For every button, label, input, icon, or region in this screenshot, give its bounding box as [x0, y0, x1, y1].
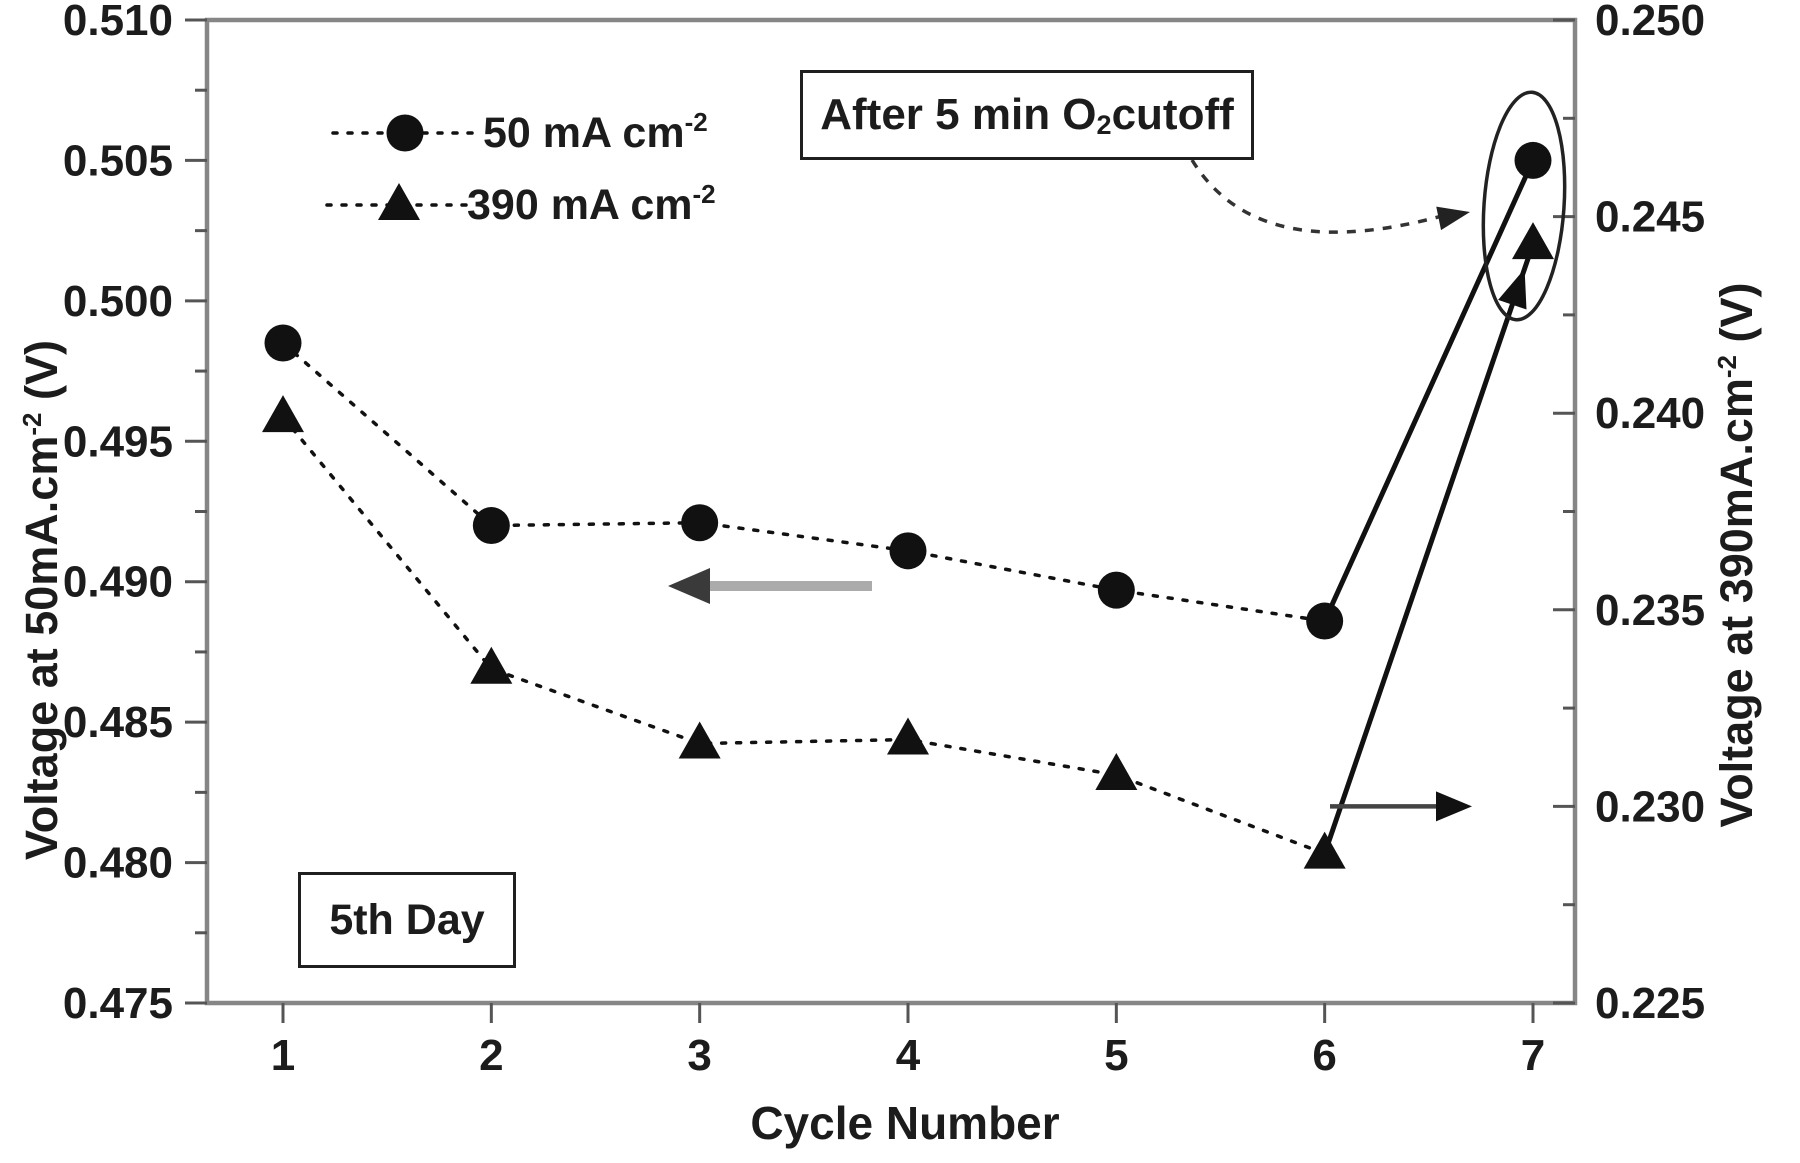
left-axis-title-text: Voltage at 50mA.cm — [16, 435, 67, 860]
left-axis-tick-label: 0.480 — [63, 839, 173, 888]
left-axis-title: Voltage at 50mA.cm-2 (V) — [7, 240, 77, 960]
x-axis-tick-label: 2 — [479, 1031, 503, 1080]
data-point-circle — [1514, 141, 1552, 179]
left-axis-tick-label: 0.495 — [63, 417, 173, 466]
cutoff-pointer-arrow-head — [1436, 206, 1470, 231]
left-axis-pointer-arrow-head — [668, 568, 710, 604]
cutoff-annotation-pre: After 5 min O — [820, 90, 1097, 139]
left-axis-tick-label: 0.485 — [63, 698, 173, 747]
cutoff-annotation-post: cutoff — [1111, 90, 1234, 139]
right-axis-title-text: Voltage at 390mA.cm — [1711, 378, 1762, 828]
x-axis-title-text: Cycle Number — [750, 1097, 1060, 1149]
data-point-circle — [472, 507, 510, 545]
data-point-circle — [1306, 602, 1344, 640]
data-point-triangle — [1095, 752, 1138, 790]
day-annotation-text: 5th Day — [329, 895, 485, 944]
left-axis-tick-label: 0.510 — [63, 0, 173, 45]
legend-marker-circle — [386, 114, 424, 152]
x-axis-tick-label: 4 — [896, 1031, 921, 1080]
legend-label-390ma-text: 390 mA cm — [467, 181, 693, 229]
right-axis-title-sup: -2 — [1712, 355, 1742, 379]
legend-label-50ma-sup: -2 — [684, 107, 708, 137]
data-point-circle — [681, 504, 719, 542]
legend-label-390ma-sup: -2 — [692, 179, 716, 209]
left-axis-tick-label: 0.490 — [63, 558, 173, 607]
right-axis-tick-label: 0.250 — [1595, 0, 1705, 45]
right-axis-tick-label: 0.235 — [1595, 586, 1705, 635]
x-axis-tick-label: 6 — [1312, 1031, 1336, 1080]
data-point-triangle — [678, 721, 721, 759]
right-axis-title: Voltage at 390mA.cm-2 (V) — [1702, 195, 1772, 915]
data-point-circle — [1097, 571, 1135, 609]
plot-frame — [204, 17, 1578, 1006]
x-axis-tick-label: 1 — [271, 1031, 295, 1080]
series-0-solid-segment — [1322, 159, 1536, 623]
series-1-arrow-head — [1498, 268, 1527, 310]
data-point-circle — [889, 532, 927, 570]
cutoff-pointer-curve — [1190, 159, 1443, 234]
data-point-triangle — [887, 717, 929, 755]
right-axis-tick-label: 0.245 — [1595, 193, 1705, 242]
legend-label-390ma: 390 mA cm-2 — [467, 176, 716, 234]
right-axis-tick-label: 0.230 — [1595, 782, 1705, 831]
left-axis-tick-label: 0.500 — [63, 277, 173, 326]
left-axis-tick-label: 0.475 — [63, 979, 173, 1028]
day-annotation-box: 5th Day — [298, 872, 516, 968]
data-point-triangle — [1512, 222, 1554, 260]
series-0-dotted-line — [281, 341, 1327, 623]
right-axis-tick-label: 0.225 — [1595, 979, 1705, 1028]
x-axis-tick-label: 5 — [1104, 1031, 1128, 1080]
legend-label-50ma: 50 mA cm-2 — [483, 104, 708, 162]
right-axis-tick-label: 0.240 — [1595, 389, 1705, 438]
legend-marker-triangle — [378, 183, 420, 220]
x-axis-tick-label: 3 — [687, 1031, 711, 1080]
data-point-triangle — [470, 646, 513, 684]
left-axis-title-sup: -2 — [17, 412, 47, 436]
data-point-triangle — [1303, 831, 1346, 869]
data-point-triangle — [262, 395, 304, 433]
series-1-solid-segment — [1322, 243, 1536, 855]
data-point-circle — [264, 324, 302, 362]
right-axis-pointer-arrow-head — [1436, 791, 1472, 822]
legend-label-50ma-text: 50 mA cm — [483, 109, 685, 157]
left-axis-title-unit: (V) — [16, 340, 67, 413]
right-axis-title-unit: (V) — [1711, 282, 1762, 356]
cycle7-highlight-ellipse — [1481, 90, 1567, 322]
series-1-dotted-line — [281, 415, 1327, 856]
x-axis-title: Cycle Number — [655, 1096, 1155, 1150]
cutoff-annotation-sub: 2 — [1096, 109, 1112, 140]
x-axis-tick-label: 7 — [1521, 1031, 1545, 1080]
left-axis-tick-label: 0.505 — [63, 136, 173, 185]
